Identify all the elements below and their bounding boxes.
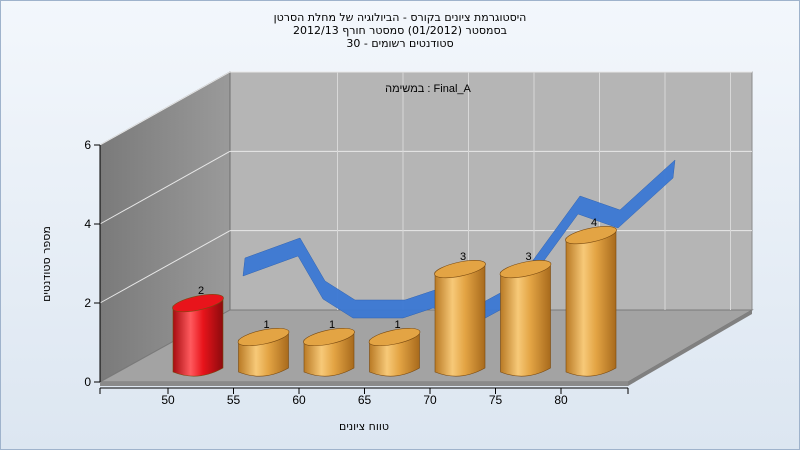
floor-front-edge xyxy=(100,382,628,386)
bar-cap-80+ xyxy=(565,226,617,245)
bar-value-label: 3 xyxy=(460,251,466,263)
bar-value-label: 1 xyxy=(263,319,269,331)
bar-cap-65-70 xyxy=(368,328,421,347)
bars-group: 2 1 1 1 3 3 4 xyxy=(172,217,617,377)
y-tick-label: 4 xyxy=(84,217,91,231)
trend-ribbon-group xyxy=(242,159,676,323)
inner-task-label: במשימה : Final_A xyxy=(385,83,471,95)
bar-value-label: 1 xyxy=(329,319,335,331)
bar-<55 xyxy=(172,299,224,377)
x-tick-label: 65 xyxy=(358,393,372,407)
x-axis: 50 55 60 65 70 75 80 xyxy=(99,387,629,407)
y-tick-label: 2 xyxy=(84,296,91,310)
x-tick-label: 55 xyxy=(227,393,241,407)
bar-cap-60-65 xyxy=(303,328,355,347)
grid-line-left xyxy=(99,230,231,304)
grid-line-left xyxy=(99,71,231,146)
bar-cap-75-80 xyxy=(499,260,552,279)
x-axis-title: טווח ציונים xyxy=(339,420,389,433)
chart-subtitle-enrolled: סטודנטים רשומים - 30 xyxy=(346,37,454,50)
y-tick-label: 0 xyxy=(84,375,91,389)
chart-title: היסטוגרמת ציונים בקורס - הביולוגיה של מח… xyxy=(273,11,527,24)
bar-cap-55-60 xyxy=(237,328,290,347)
trend-ribbon xyxy=(242,159,676,323)
x-tick-label: 50 xyxy=(161,393,175,407)
x-tick-label: 80 xyxy=(554,393,568,407)
bar-70-75 xyxy=(434,265,486,377)
bar-value-label: 3 xyxy=(525,251,531,263)
y-tick-label: 6 xyxy=(84,138,91,152)
chart-subtitle-semester: בסמסטר (01/2012) סמסטר חורף 2012/13 xyxy=(293,24,507,37)
bar-value-label: 1 xyxy=(394,319,400,331)
bar-cap-70-75 xyxy=(434,260,486,279)
floor-right-edge xyxy=(628,310,752,386)
bar-80+ xyxy=(565,231,617,377)
bar-value-label: 2 xyxy=(198,285,204,297)
bar-value-label: 4 xyxy=(591,217,597,229)
back-wall xyxy=(229,71,753,311)
bar-cap-<55 xyxy=(172,294,224,313)
grid-line-left xyxy=(99,150,231,225)
x-tick-label: 70 xyxy=(423,393,437,407)
x-tick-label: 60 xyxy=(292,393,306,407)
y-axis: 0 2 4 6 xyxy=(84,138,101,389)
x-tick-label: 75 xyxy=(489,393,503,407)
bar-75-80 xyxy=(500,265,551,377)
y-axis-title: מספר סטודנטים xyxy=(40,226,53,302)
